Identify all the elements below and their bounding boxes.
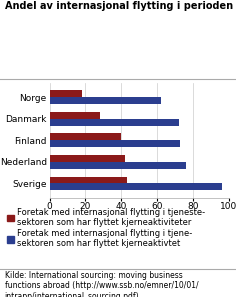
Bar	[50, 140, 181, 147]
Bar	[50, 90, 82, 97]
Bar	[50, 112, 100, 119]
Bar	[50, 119, 179, 126]
Bar	[50, 97, 161, 104]
Bar	[50, 155, 125, 162]
Bar	[50, 162, 186, 169]
Bar	[50, 184, 222, 190]
Bar	[50, 133, 121, 140]
Text: Andel av internasjonal flytting i perioden 2001 til 2006 som er kjerneaktivitet : Andel av internasjonal flytting i period…	[5, 1, 236, 12]
Legend: Foretak med internasjonal flytting i tjeneste-
sektoren som har flyttet kjerneak: Foretak med internasjonal flytting i tje…	[7, 208, 206, 249]
Bar	[50, 177, 127, 184]
Text: Kilde: International sourcing: moving business
functions abroad (http://www.ssb.: Kilde: International sourcing: moving bu…	[5, 271, 198, 297]
